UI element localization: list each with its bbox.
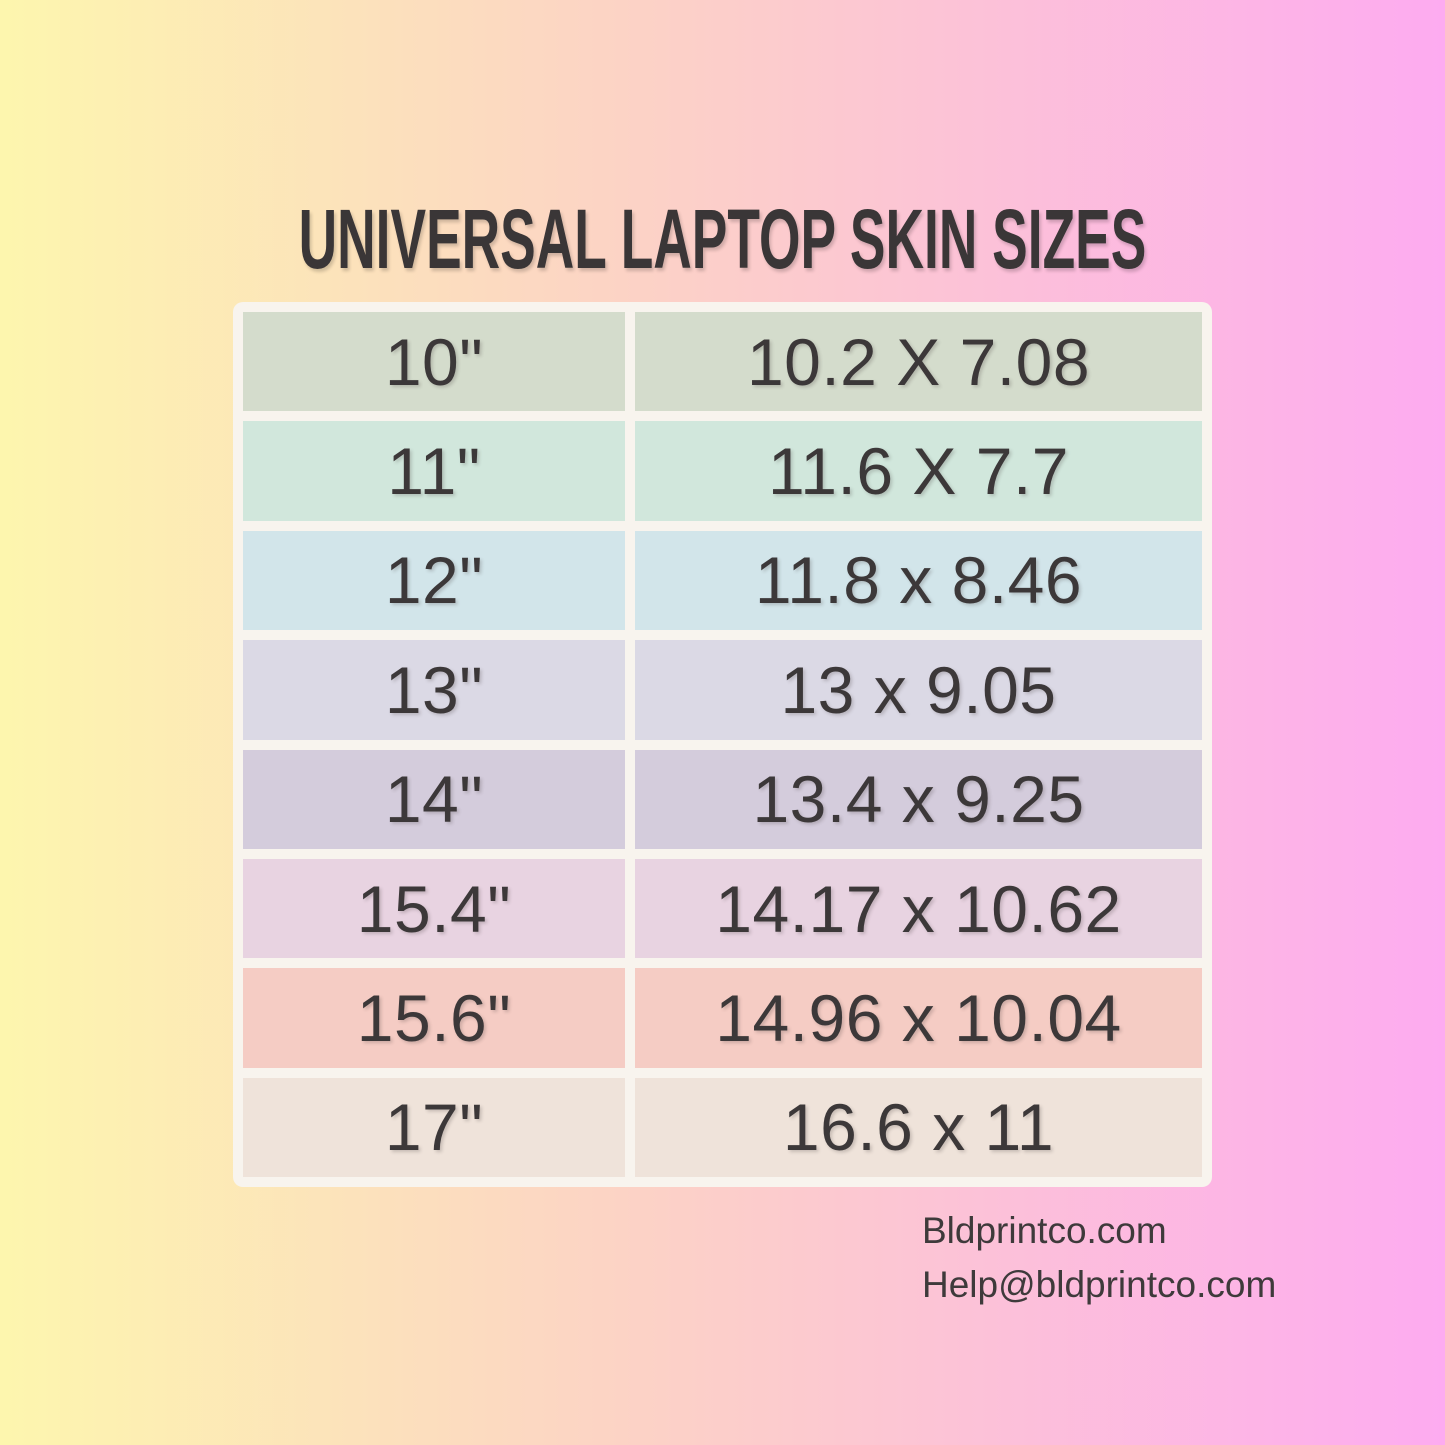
dimensions-cell: 11.8 x 8.46 [635,530,1202,631]
dimensions-cell: 13 x 9.05 [635,640,1202,740]
footer: Bldprintco.com Help@bldprintco.com [922,1204,1276,1312]
dimensions-cell: 13.4 x 9.25 [635,749,1202,849]
dimensions-cell: 10.2 X 7.08 [635,312,1202,412]
dimensions-cell: 14.96 x 10.04 [635,968,1202,1068]
size-cell: 12" [243,530,625,631]
dimensions-cell: 14.17 x 10.62 [635,858,1202,959]
page-title-text: UNIVERSAL LAPTOP SKIN SIZES [298,191,1147,286]
size-table: 10" 10.2 X 7.08 11" 11.6 X 7.7 12" 11.8 … [233,302,1212,1187]
dimensions-cell: 16.6 x 11 [635,1077,1202,1177]
size-cell: 10" [243,312,625,412]
website-url: Bldprintco.com [922,1210,1167,1251]
size-cell: 13" [243,640,625,740]
size-cell: 15.6" [243,968,625,1068]
page-title: UNIVERSAL LAPTOP SKIN SIZES [0,177,1445,301]
support-email: Help@bldprintco.com [922,1264,1277,1305]
size-cell: 17" [243,1077,625,1177]
size-cell: 11" [243,421,625,521]
size-cell: 14" [243,749,625,849]
size-cell: 15.4" [243,858,625,959]
dimensions-cell: 11.6 X 7.7 [635,421,1202,521]
